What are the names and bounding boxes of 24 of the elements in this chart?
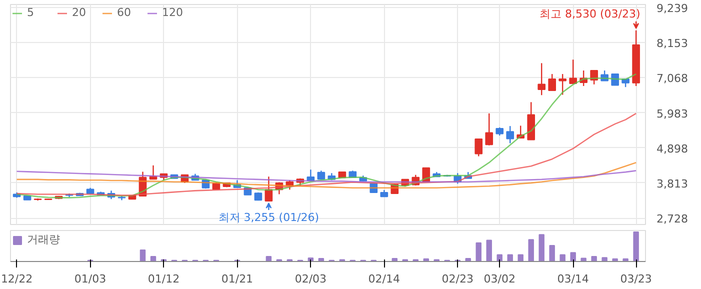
y-tick-label: 5,983 (656, 107, 688, 120)
x-tick-label: 02/03 (294, 272, 327, 286)
legend-label: 거래량 (27, 232, 60, 247)
legend-label: 5 (27, 6, 35, 19)
x-tick-label: 02/14 (368, 272, 400, 286)
legend-label: 120 (162, 6, 183, 19)
y-tick-label: 2,728 (656, 212, 688, 226)
y-tick-label: 4,898 (656, 142, 688, 156)
y-tick-label: 8,153 (656, 37, 688, 50)
x-tick-label: 03/23 (620, 272, 652, 286)
annotation: 최고 8,530 (03/23) (539, 7, 640, 20)
y-tick-label: 3,813 (656, 177, 688, 190)
x-tick-label: 01/21 (221, 272, 254, 286)
legend-label: 20 (72, 6, 87, 19)
x-tick-label: 01/12 (148, 272, 180, 286)
x-tick-label: 01/03 (74, 272, 106, 286)
x-tick-label: 12/22 (0, 272, 33, 286)
x-tick-label: 02/23 (442, 272, 474, 286)
x-tick-label: 03/14 (557, 272, 589, 286)
legend-label: 60 (117, 6, 132, 19)
y-tick-label: 9,239 (656, 2, 688, 15)
annotation: 최저 3,255 (01/26) (218, 211, 320, 224)
y-tick-label: 7,068 (656, 72, 688, 86)
x-tick-label: 03/02 (484, 272, 516, 286)
